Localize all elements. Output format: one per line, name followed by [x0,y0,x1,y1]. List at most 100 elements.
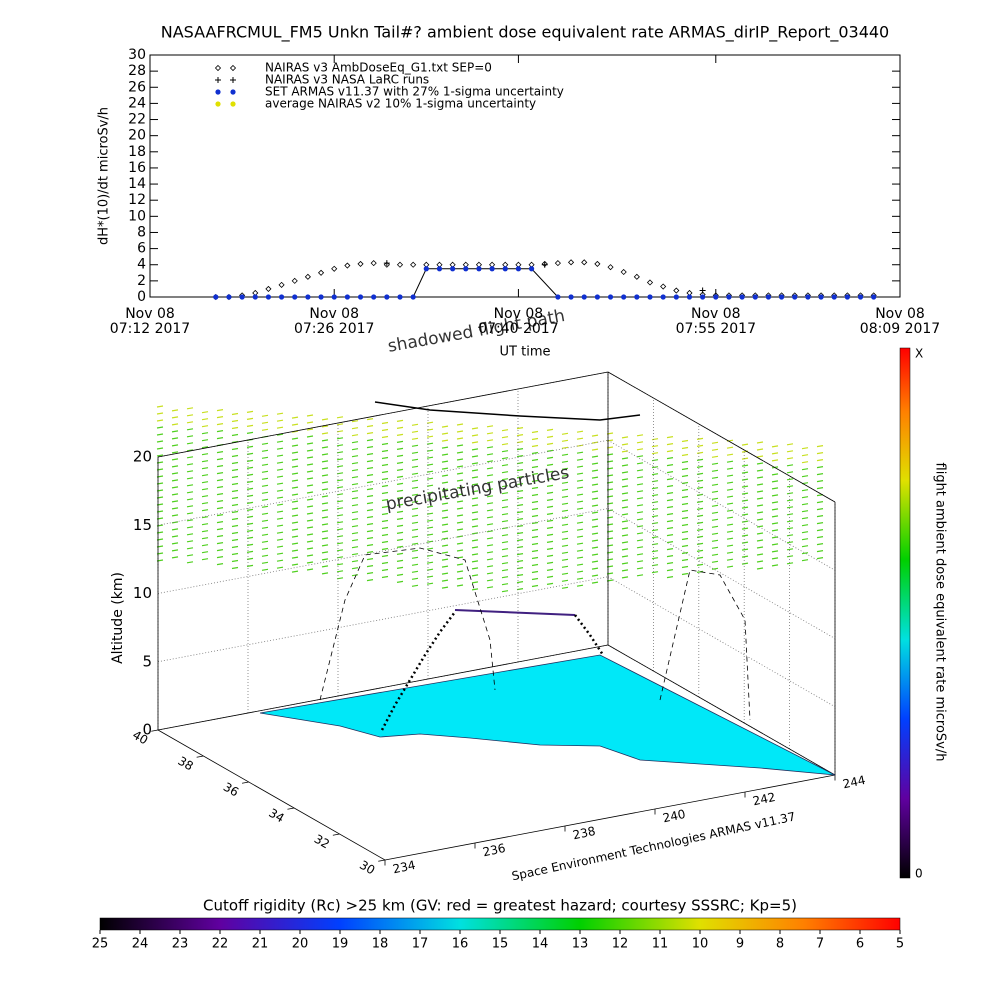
flight-path [380,611,456,731]
particle-dash [291,514,299,517]
particle-dash [636,504,644,507]
particle-dash [531,549,539,553]
particle-dash [561,586,569,589]
particle-dash [546,519,554,522]
particle-dash [666,485,674,488]
particle-dash [651,452,659,455]
particle-dash [396,566,404,569]
particle-dash [471,511,479,514]
particle-dash [471,462,479,465]
x-tick-label: 10 [692,937,709,952]
x-tick-label: 5 [896,937,904,952]
particle-dash [276,559,284,562]
particle-dash [276,440,284,443]
particle-dash [486,509,494,512]
x-tick-label: 16 [452,937,469,952]
particle-dash [426,470,434,473]
particle-dash [426,498,434,501]
particle-dash [396,510,404,513]
particle-dash [276,475,284,478]
particle-dash [186,484,194,487]
particle-dash [531,556,539,560]
x-tick-label: 18 [372,937,389,952]
particle-dash [246,466,254,469]
particle-dash [336,479,344,482]
particle-dash [291,444,299,447]
particle-dash [366,509,374,512]
particle-dash [366,474,374,477]
particle-dash [366,558,374,561]
particle-dash [516,532,524,535]
particle-dash [756,525,764,528]
particle-dash [591,469,599,472]
particle-dash [366,565,374,568]
particle-dash [711,511,719,514]
particle-dash [591,504,599,507]
particle-dash [231,510,239,514]
particle-dash [501,492,509,495]
marker-dot [397,294,403,300]
particle-dash [816,445,824,448]
marker-diamond [646,279,654,286]
particle-dash [486,439,494,442]
particle-dash [816,480,824,483]
x-tick-label-line: 07:26 2017 [294,321,374,337]
particle-dash [261,554,269,557]
particle-dash [726,502,734,505]
particle-dash [666,471,674,474]
particle-dash [306,561,314,564]
particle-dash [411,500,419,503]
particle-dash [201,544,209,547]
particle-dash [216,535,224,538]
particle-dash [396,454,404,457]
particle-dash [366,502,374,505]
y-tick-label: 12 [128,192,146,208]
particle-dash [696,535,704,538]
particle-dash [561,516,569,519]
z-tick-label: 15 [133,516,152,534]
particle-dash [636,553,644,556]
particle-dash [741,499,749,502]
particle-dash [381,421,389,425]
particle-dash [381,575,389,579]
marker-dot [581,294,587,300]
particle-dash [231,433,239,437]
particle-dash [786,562,794,565]
y-tick-label: 0 [137,289,146,305]
particle-dash [321,537,329,540]
x-tick-label-line: 07:55 2017 [676,321,756,337]
particle-dash [741,555,749,558]
particle-dash [396,531,404,534]
particle-dash [381,547,389,551]
x-tick-label-line: 08:09 2017 [860,321,940,337]
particle-dash [486,446,494,449]
particle-dash [801,447,809,450]
particle-dash [666,541,674,544]
particle-dash [276,482,284,485]
particle-dash [501,576,509,579]
particle-dash [456,493,464,496]
particle-dash [366,516,374,519]
particle-dash [366,551,374,554]
particle-dash [156,419,164,422]
particle-dash [246,459,254,462]
particle-dash [561,572,569,575]
particle-dash [186,519,194,522]
particle-dash [501,499,509,502]
particle-dash [411,423,419,426]
particle-dash [216,465,224,468]
particle-dash [471,525,479,528]
particle-dash [261,533,269,536]
particle-dash [426,533,434,536]
legend-label: NAIRAS v3 AmbDoseEq_G1.txt SEP=0 [265,61,492,75]
particle-dash [756,546,764,549]
particle-dash [306,463,314,466]
particle-dash [306,442,314,445]
particle-dash [336,437,344,440]
marker-dot [792,294,798,300]
x-tick-label: 240 [661,807,686,825]
particle-dash [651,529,659,532]
particle-dash [381,519,389,523]
particle-dash [216,479,224,482]
particle-dash [261,470,269,473]
